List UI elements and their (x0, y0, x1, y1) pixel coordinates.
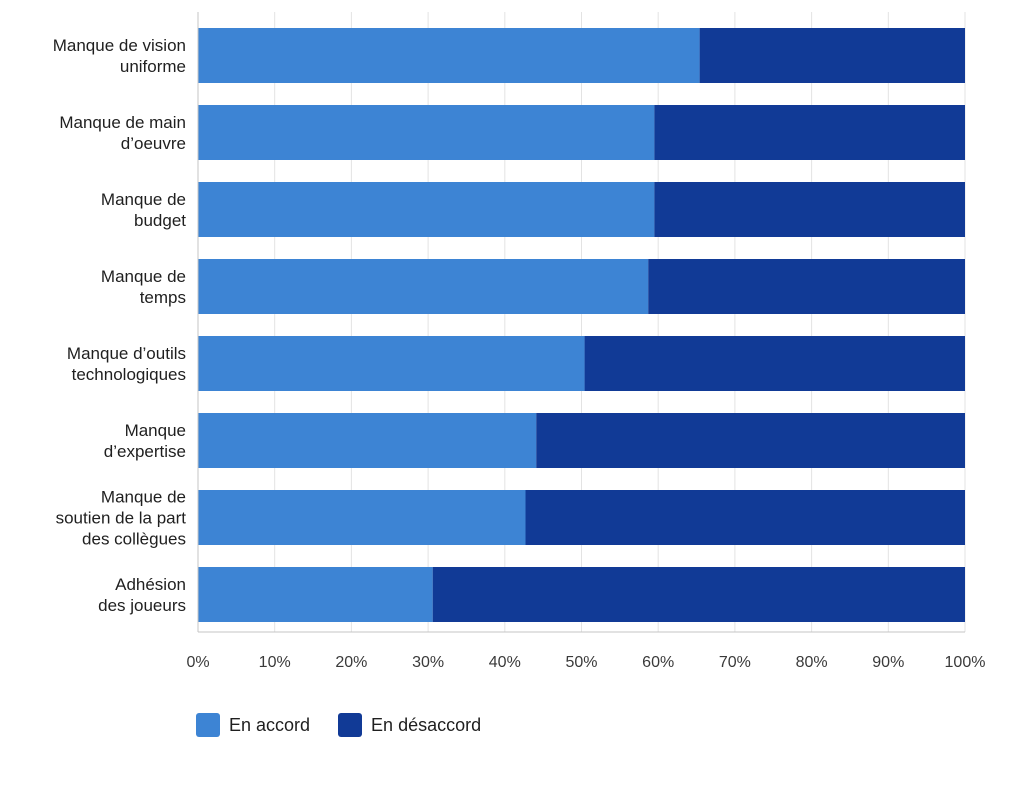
category-label-line: Adhésion (115, 575, 186, 594)
category-label: Manque d’expertise (104, 421, 186, 461)
bar-segment-desaccord (432, 567, 965, 622)
legend-swatch-accord (196, 713, 220, 737)
bar-segment-accord (198, 259, 649, 314)
bar-segment-desaccord (584, 336, 965, 391)
category-label-line: Manque de (101, 190, 186, 209)
category-label-line: Manque (125, 421, 186, 440)
bar-segment-desaccord (654, 105, 965, 160)
category-label-line: des joueurs (98, 596, 186, 615)
bar-segment-desaccord (699, 28, 965, 83)
x-tick-label: 60% (642, 654, 674, 671)
category-label-line: soutien de la part (56, 509, 187, 528)
x-tick-label: 90% (872, 654, 904, 671)
category-label: Manque de temps (101, 267, 186, 307)
legend-item-desaccord: En désaccord (338, 713, 481, 737)
bar-segment-accord (198, 182, 655, 237)
category-label: Adhésion des joueurs (98, 575, 186, 615)
bar-segment-accord (198, 105, 655, 160)
legend-swatch-desaccord (338, 713, 363, 737)
category-label-line: Manque d’outils (67, 344, 186, 363)
category-label: Manque de soutien de la part des collègues (56, 488, 187, 549)
bar-segment-desaccord (525, 490, 965, 545)
bar-segment-accord (198, 28, 700, 83)
category-label-line: d’oeuvre (121, 134, 186, 153)
x-tick-label: 50% (565, 654, 597, 671)
category-label: Manque de main d’oeuvre (59, 113, 186, 153)
bars (198, 28, 965, 622)
category-label-line: d’expertise (104, 442, 186, 461)
category-label: Manque de vision uniforme (53, 36, 186, 76)
x-tick-label: 30% (412, 654, 444, 671)
x-axis: 0% 10% 20% 30% 40% 50% 60% 70% 80% 90% 100% (186, 12, 985, 671)
bar-segment-accord (198, 490, 526, 545)
legend: En accord En désaccord (196, 713, 481, 737)
x-tick-label: 10% (259, 654, 291, 671)
legend-label-desaccord: En désaccord (371, 714, 482, 735)
bar-segment-accord (198, 567, 433, 622)
category-labels: Manque de vision uniforme Manque de main d’… (53, 36, 187, 615)
x-tick-label: 20% (335, 654, 367, 671)
category-label-line: Manque de (101, 488, 186, 507)
category-label-line: uniforme (120, 57, 186, 76)
category-label-line: temps (140, 288, 186, 307)
x-tick-label: 40% (489, 654, 521, 671)
bar-segment-desaccord (536, 413, 965, 468)
x-tick-label: 100% (945, 654, 986, 671)
category-label-line: des collègues (82, 530, 186, 549)
x-tick-label: 70% (719, 654, 751, 671)
x-tick-label: 80% (796, 654, 828, 671)
category-label: Manque d’outils technologiques (67, 344, 186, 384)
x-tick-label: 0% (186, 654, 209, 671)
category-label: Manque de budget (101, 190, 186, 230)
bar-segment-desaccord (654, 182, 965, 237)
category-label-line: Manque de vision (53, 36, 186, 55)
legend-label-accord: En accord (229, 714, 311, 735)
category-label-line: Manque de (101, 267, 186, 286)
legend-item-accord: En accord (196, 713, 310, 737)
bar-segment-desaccord (648, 259, 965, 314)
category-label-line: technologiques (72, 365, 186, 384)
bar-segment-accord (198, 413, 537, 468)
category-label-line: Manque de main (59, 113, 186, 132)
category-label-line: budget (134, 211, 186, 230)
bar-segment-accord (198, 336, 585, 391)
